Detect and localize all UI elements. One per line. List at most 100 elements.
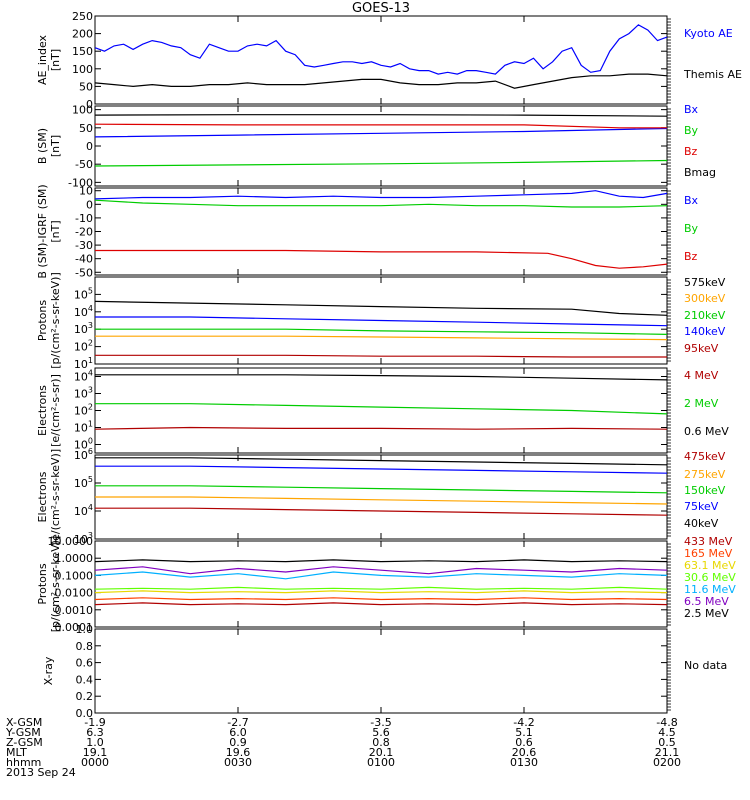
legend-label: Bz [684, 250, 698, 263]
y-axis-label: [p/(cm²-s-sr-keV)] [49, 272, 62, 369]
y-tick-label: -30 [75, 239, 93, 252]
series-line-2-mev [95, 403, 668, 415]
y-axis-label: [nT] [49, 135, 62, 157]
y-axis-label: [nT] [49, 49, 62, 71]
x-row-value: 0.5 [658, 736, 676, 749]
y-tick-label: 105 [74, 475, 93, 490]
x-row-value: 19.6 [226, 746, 251, 759]
legend-label: 6.5 MeV [684, 595, 729, 608]
no-data-label: No data [684, 659, 727, 672]
series-line-75kev [95, 465, 668, 474]
series-line-150kev [95, 485, 668, 494]
legend-label: 63.1 MeV [684, 559, 736, 572]
series-line-bz [94, 123, 667, 129]
y-tick-label: 150 [72, 45, 93, 58]
y-tick-label: 101 [74, 420, 93, 435]
x-row-label: hhmm [6, 756, 41, 769]
panel-xray: 0.0 0.2 0.4 0.6 0.8 1.0 X-ray No data [42, 623, 727, 720]
x-row-value: 21.1 [655, 746, 680, 759]
x-row-value: 6.3 [86, 726, 104, 739]
y-tick-label: 50 [79, 122, 93, 135]
x-row-value: 0.9 [229, 736, 247, 749]
legend-label: By [684, 124, 699, 137]
y-tick-label: 1.0 [76, 623, 94, 636]
series-line-6.5-mev [94, 566, 668, 575]
series-line-300kev [95, 335, 668, 341]
series-line-kyoto-ae [94, 24, 668, 75]
legend-label: 4 MeV [684, 369, 719, 382]
y-tick-label: 0.0010 [55, 604, 94, 617]
y-tick-label: 0.6 [76, 657, 94, 670]
x-row-value: 6.0 [229, 726, 247, 739]
legend-label: By [684, 222, 699, 235]
series-line-11.6-mev [94, 571, 668, 580]
y-tick-label: -50 [75, 158, 93, 171]
y-tick-label: 0.4 [76, 673, 94, 686]
series-line-165-mev [94, 597, 668, 601]
x-row-value: 4.5 [658, 726, 676, 739]
legend-label: 575keV [684, 276, 726, 289]
legend-label: Bx [684, 194, 699, 207]
legend-label: 300keV [684, 292, 726, 305]
y-tick-label: 50 [79, 80, 93, 93]
x-row-value: -1.9 [84, 716, 105, 729]
x-row-value: 5.1 [515, 726, 533, 739]
y-tick-label: 104 [74, 304, 93, 319]
y-tick-label: 1.0000 [55, 552, 94, 565]
y-axis-label: [p/(cm²-s-sr-keV)] [49, 536, 62, 633]
x-row-label: MLT [6, 746, 27, 759]
y-tick-label: 100 [72, 63, 93, 76]
y-tick-label: -100 [68, 176, 93, 189]
legend-label: 0.6 MeV [684, 425, 729, 438]
y-axis-label: Protons [36, 300, 49, 341]
x-row-value: 0100 [367, 756, 395, 769]
y-tick-label: 0.2 [76, 690, 94, 703]
panel-frame [94, 15, 668, 105]
series-line-by [94, 199, 668, 208]
series-line-95kev [95, 354, 667, 358]
y-tick-label: 102 [74, 339, 93, 354]
x-row-value: 20.6 [512, 746, 537, 759]
series-line-30.6-mev [94, 586, 668, 590]
series-line-0.6-mev [95, 374, 668, 381]
series-line-40kev [95, 457, 668, 466]
series-line-140kev [95, 316, 668, 327]
x-row-value: 0130 [510, 756, 538, 769]
legend-label: 150keV [684, 484, 726, 497]
legend-label: 275keV [684, 468, 726, 481]
y-tick-label: 0.1000 [55, 569, 94, 582]
x-row-value: 0.6 [515, 736, 533, 749]
y-tick-label: 0.0 [76, 707, 94, 720]
y-tick-label: 10 [79, 185, 93, 198]
legend-label: 433 MeV [684, 535, 733, 548]
series-line-bz [95, 249, 668, 269]
x-row-value: 0030 [224, 756, 252, 769]
series-line-by [94, 159, 668, 167]
x-row-value: 0.8 [372, 736, 390, 749]
y-tick-label: 103 [74, 386, 93, 401]
y-axis-label: X-ray [42, 656, 55, 685]
x-row-value: -3.5 [370, 716, 391, 729]
y-tick-label: 102 [74, 403, 93, 418]
panel-frame [94, 628, 668, 714]
y-tick-label: 106 [74, 447, 93, 462]
y-tick-label: -10 [75, 212, 93, 225]
legend-label: Kyoto AE [684, 27, 733, 40]
panel-ae: 0 50 100 150 200 250 AE_index [nT] Kyoto AE Themi… [36, 10, 742, 111]
legend-label: 11.6 MeV [684, 583, 736, 596]
x-row-value: 5.6 [372, 726, 390, 739]
panel-bsm: -100 -50 0 50 100 B (SM) [nT] Bx By Bz Bmag [36, 103, 716, 189]
y-tick-label: 0 [86, 98, 93, 111]
legend-label: 75keV [684, 500, 719, 513]
legend-label: 140keV [684, 325, 726, 338]
legend-label: 40keV [684, 517, 719, 530]
series-line-210kev [95, 328, 668, 335]
y-tick-label: 0.8 [76, 640, 94, 653]
y-axis-label: B (SM)-IGRF (SM) [36, 184, 49, 278]
y-tick-label: 200 [72, 28, 93, 41]
series-line-275kev [95, 496, 668, 505]
x-row-value: 19.1 [83, 746, 108, 759]
